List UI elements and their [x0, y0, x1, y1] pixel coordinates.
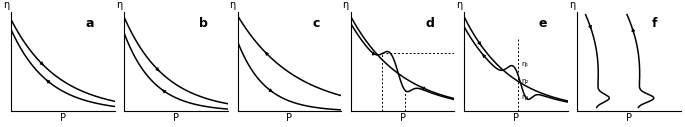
- Text: η₃: η₃: [521, 94, 528, 100]
- Y-axis label: η: η: [116, 0, 122, 10]
- Text: a: a: [86, 17, 94, 30]
- Y-axis label: η: η: [569, 0, 575, 10]
- X-axis label: P: P: [399, 113, 406, 123]
- X-axis label: P: P: [286, 113, 292, 123]
- Text: f: f: [652, 17, 658, 30]
- X-axis label: P: P: [173, 113, 179, 123]
- X-axis label: P: P: [626, 113, 632, 123]
- Y-axis label: η: η: [456, 0, 462, 10]
- Text: c: c: [312, 17, 319, 30]
- X-axis label: P: P: [513, 113, 519, 123]
- Text: b: b: [199, 17, 208, 30]
- Text: η₂: η₂: [521, 78, 528, 84]
- Text: η₁: η₁: [521, 61, 528, 67]
- Text: e: e: [538, 17, 547, 30]
- Y-axis label: η: η: [229, 0, 236, 10]
- Text: d: d: [425, 17, 434, 30]
- Y-axis label: η: η: [3, 0, 9, 10]
- Y-axis label: η: η: [342, 0, 349, 10]
- X-axis label: P: P: [60, 113, 66, 123]
